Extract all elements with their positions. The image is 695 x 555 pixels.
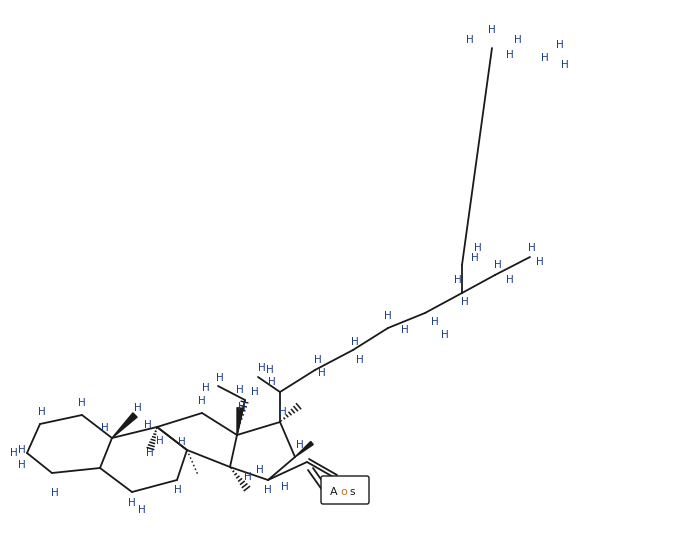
Text: H: H (384, 311, 392, 321)
Text: H: H (238, 402, 246, 412)
Text: H: H (144, 420, 152, 430)
Text: H: H (528, 243, 536, 253)
Text: H: H (178, 437, 186, 447)
Text: H: H (561, 60, 569, 70)
Text: H: H (506, 275, 514, 285)
Text: H: H (356, 355, 364, 365)
Text: H: H (10, 448, 18, 458)
Text: H: H (506, 50, 514, 60)
Text: H: H (466, 35, 474, 45)
Text: H: H (202, 383, 210, 393)
Text: H: H (38, 407, 46, 417)
Text: H: H (51, 488, 59, 498)
Text: H: H (18, 460, 26, 470)
Text: H: H (474, 243, 482, 253)
Text: H: H (296, 440, 304, 450)
Text: H: H (488, 25, 496, 35)
Polygon shape (237, 408, 243, 435)
Text: H: H (101, 423, 109, 433)
Text: H: H (471, 253, 479, 263)
Text: H: H (146, 448, 154, 458)
Text: H: H (401, 325, 409, 335)
Text: H: H (156, 436, 164, 446)
Text: H: H (18, 445, 26, 455)
Text: H: H (198, 396, 206, 406)
Polygon shape (112, 413, 137, 438)
Text: H: H (78, 398, 86, 408)
Text: A: A (330, 487, 338, 497)
Text: H: H (256, 465, 264, 475)
Text: H: H (454, 275, 462, 285)
Text: H: H (264, 485, 272, 495)
Text: H: H (138, 505, 146, 515)
Text: H: H (236, 385, 244, 395)
Text: H: H (244, 472, 252, 482)
Text: H: H (216, 373, 224, 383)
Text: H: H (318, 368, 326, 378)
Text: H: H (258, 363, 266, 373)
Text: H: H (251, 387, 259, 397)
Polygon shape (295, 441, 313, 457)
Text: H: H (174, 485, 182, 495)
Text: H: H (268, 377, 276, 387)
Text: H: H (556, 40, 564, 50)
Text: H: H (281, 482, 289, 492)
Text: o: o (341, 487, 348, 497)
Text: H: H (514, 35, 522, 45)
Text: H: H (351, 337, 359, 347)
Text: H: H (536, 257, 544, 267)
Text: H: H (494, 260, 502, 270)
Text: H: H (461, 297, 469, 307)
Text: H: H (266, 365, 274, 375)
Text: s: s (350, 487, 354, 497)
Text: H: H (134, 403, 142, 413)
Text: H: H (441, 330, 449, 340)
Text: H: H (279, 407, 287, 417)
Text: H: H (431, 317, 439, 327)
Text: H: H (128, 498, 136, 508)
FancyBboxPatch shape (321, 476, 369, 504)
Text: H: H (541, 53, 549, 63)
Text: H: H (314, 355, 322, 365)
